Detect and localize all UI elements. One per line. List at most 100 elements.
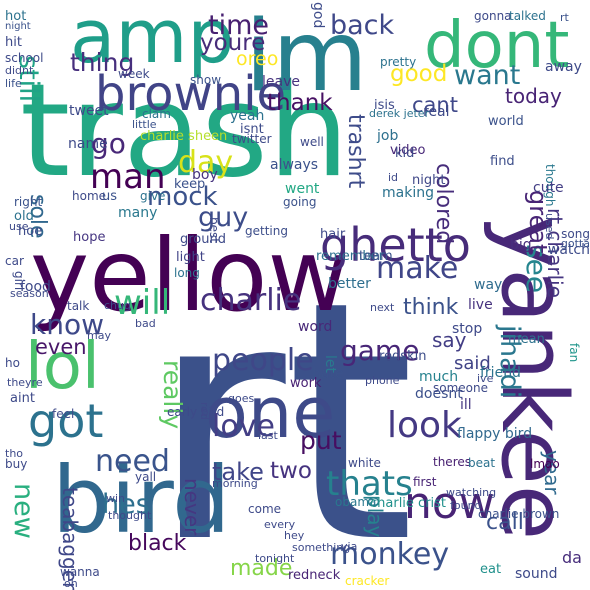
word: well	[300, 135, 324, 149]
word: hair	[320, 227, 346, 242]
word: let	[322, 355, 338, 373]
word: watching	[446, 486, 497, 499]
word: black	[128, 531, 187, 556]
word: mock	[147, 182, 218, 212]
word: derek jeter	[369, 107, 430, 120]
word: wanna	[60, 565, 100, 579]
word: didnt	[5, 64, 34, 77]
word: yeah	[230, 108, 265, 124]
word: white	[348, 456, 381, 470]
word: show	[190, 73, 222, 87]
word: doesnt	[415, 386, 463, 402]
word: use	[9, 220, 29, 233]
word: home	[72, 189, 107, 203]
word: hot	[5, 9, 27, 24]
word: hate	[312, 366, 344, 382]
word: life	[5, 77, 22, 90]
word: come	[248, 502, 282, 516]
word: real	[423, 104, 450, 120]
word: via	[341, 540, 358, 553]
word: trashrt	[343, 114, 368, 189]
word: made	[230, 556, 293, 581]
word: something	[292, 541, 351, 554]
word: feel	[52, 407, 75, 421]
word: keep	[174, 177, 206, 192]
word: put	[300, 426, 342, 455]
word: go	[91, 127, 126, 160]
word: need	[95, 444, 170, 479]
word: kid	[395, 146, 415, 161]
word: time	[208, 10, 270, 41]
word: week	[118, 67, 150, 81]
word: redskin	[379, 349, 427, 364]
word: isis	[374, 98, 395, 113]
word: today	[505, 84, 562, 108]
word: flappy bird	[457, 426, 533, 442]
word: best	[207, 217, 221, 243]
word: give	[140, 189, 166, 203]
word: hes	[102, 489, 150, 520]
word: getting	[245, 224, 288, 238]
word: school	[5, 51, 44, 65]
word: hoe	[18, 224, 43, 239]
word: aint	[10, 391, 35, 406]
word: mean	[508, 332, 545, 347]
word: theres	[433, 455, 471, 469]
word: car	[5, 254, 24, 268]
word: clam	[142, 107, 171, 121]
word: red	[198, 402, 211, 421]
word: right	[14, 195, 43, 209]
word: im	[245, 0, 368, 114]
word: live	[468, 297, 493, 313]
word: back	[330, 10, 395, 41]
word: talk	[67, 299, 90, 313]
word: buy	[5, 457, 28, 471]
word: redneck	[288, 568, 341, 583]
word: ive	[477, 372, 494, 385]
word: video	[390, 143, 426, 158]
word: new	[8, 483, 39, 539]
word: charlie sheen	[140, 129, 228, 144]
word: boy	[192, 167, 218, 183]
word: chug	[104, 299, 131, 312]
word: charlie crist	[370, 496, 447, 511]
word: youre	[200, 30, 266, 56]
word: leave	[262, 74, 300, 90]
word: cant	[412, 93, 458, 117]
word: will	[114, 283, 171, 323]
word: dont	[424, 9, 570, 83]
word: amp	[70, 0, 235, 80]
word: every	[264, 518, 296, 531]
word: season	[10, 287, 49, 300]
word: say	[432, 328, 467, 352]
word: one	[205, 372, 336, 454]
word: lol	[25, 330, 100, 404]
word: long	[174, 266, 200, 280]
word: love	[212, 409, 275, 444]
word: work	[290, 376, 322, 391]
word: rt	[150, 231, 416, 590]
word: gonna	[474, 9, 512, 23]
word: oh	[64, 577, 78, 590]
word: think	[403, 295, 459, 320]
word: found	[450, 499, 482, 512]
word: night	[412, 173, 446, 188]
word: job	[377, 128, 399, 144]
word: world	[488, 114, 524, 129]
word: oreo	[236, 48, 279, 70]
word: going	[283, 195, 317, 209]
word: want	[454, 60, 521, 91]
word: ground	[180, 232, 226, 247]
word: take	[212, 458, 264, 486]
word: much	[419, 369, 459, 385]
word: beat	[468, 456, 496, 470]
word: day	[178, 145, 234, 180]
word: game	[340, 334, 420, 367]
word: twitter	[232, 132, 272, 146]
word: tweet	[69, 103, 109, 119]
word: little	[132, 118, 157, 131]
word: may	[87, 329, 111, 342]
word: making	[382, 185, 434, 201]
word: yellow	[30, 217, 350, 334]
